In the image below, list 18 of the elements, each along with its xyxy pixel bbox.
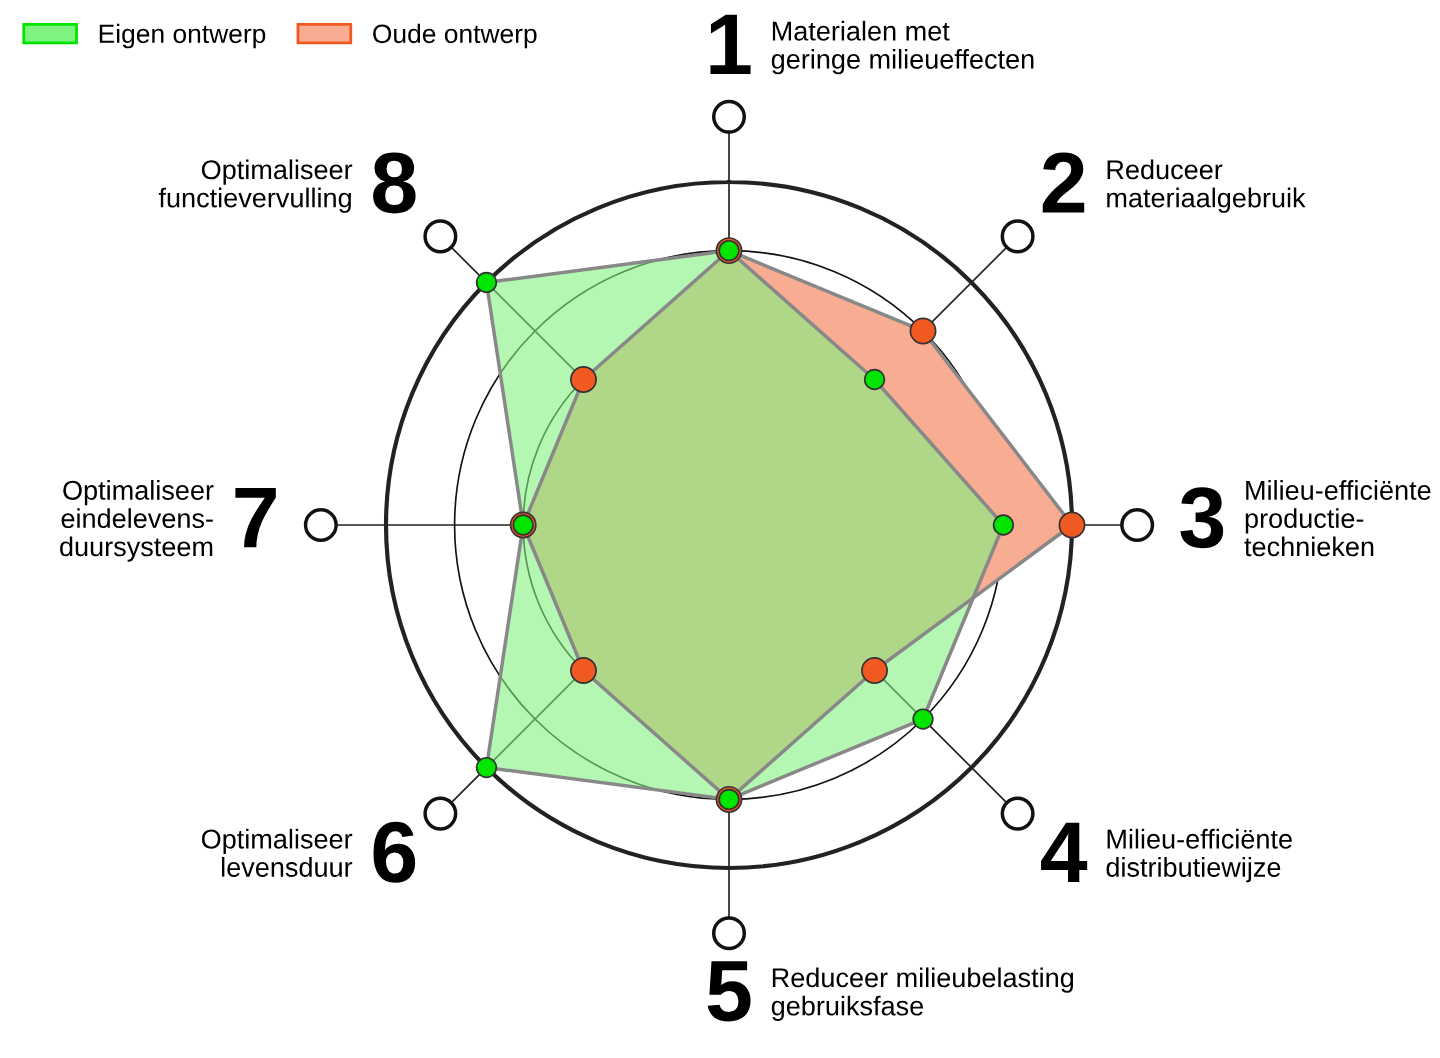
- text: 6: [373, 821, 416, 883]
- spoke-label: Materialen met geringe milieueffecten: [771, 20, 1034, 75]
- text: 3: [1180, 487, 1224, 549]
- text: 2: [1042, 152, 1085, 213]
- spoke-label: Milieu-efficiënte productie- technieken: [1244, 480, 1431, 557]
- spoke-label: Optimaliseer eindelevens- duursysteem: [60, 480, 214, 562]
- text: 5: [707, 961, 751, 1022]
- legend-label: Eigen ontwerp: [99, 23, 266, 49]
- text: 1: [710, 14, 751, 74]
- spoke-label: Reduceer milieubelasting gebruiksfase: [771, 967, 1074, 1021]
- text: 7: [235, 488, 276, 548]
- text: 4: [1041, 822, 1088, 882]
- legend-label: Oude ontwerp: [373, 23, 537, 49]
- spoke-label: Milieu-efficiënte distributiewijze: [1106, 828, 1292, 883]
- spoke-label: Optimaliseer levensduur: [201, 828, 353, 877]
- spoke-label: Reduceer materiaalgebruik: [1107, 159, 1306, 213]
- text: 8: [373, 152, 416, 214]
- spoke-label: Optimaliseer functievervulling: [158, 159, 353, 213]
